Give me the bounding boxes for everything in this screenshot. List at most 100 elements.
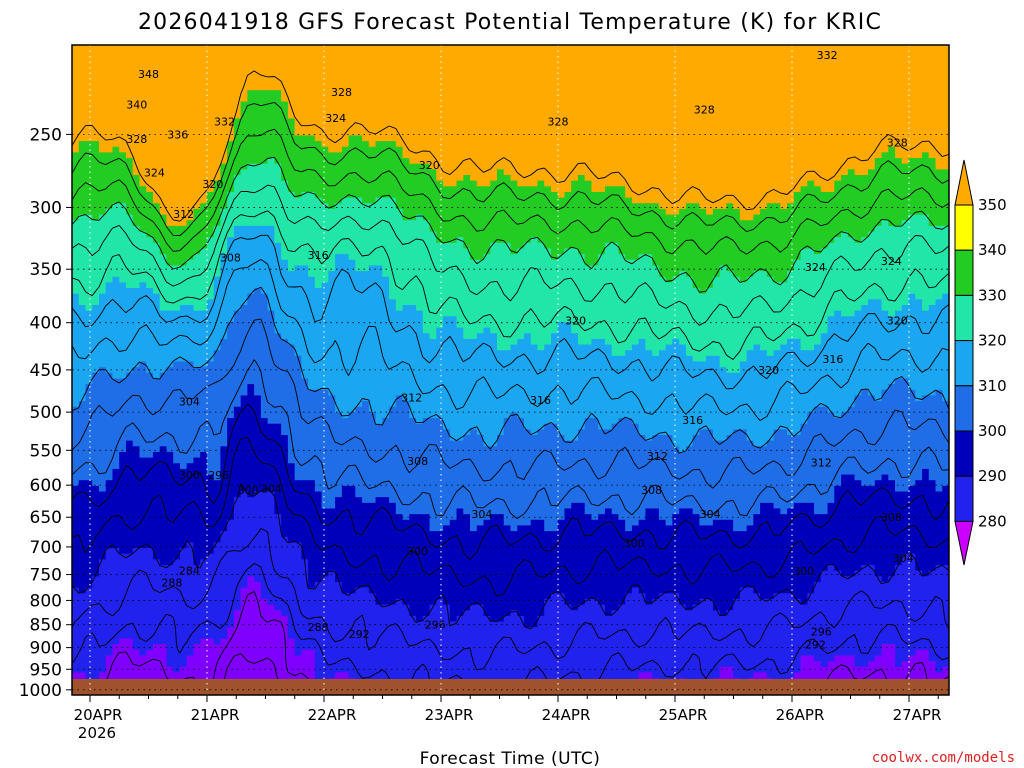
heatmap-cell bbox=[207, 418, 214, 424]
heatmap-cell bbox=[187, 661, 194, 667]
heatmap-cell bbox=[301, 356, 308, 362]
heatmap-cell bbox=[166, 441, 173, 447]
heatmap-cell bbox=[322, 458, 329, 464]
heatmap-cell bbox=[92, 390, 99, 396]
heatmap-cell bbox=[254, 135, 261, 141]
heatmap-cell bbox=[268, 582, 275, 588]
heatmap-cell bbox=[106, 599, 113, 605]
heatmap-cell bbox=[112, 384, 119, 390]
heatmap-cell bbox=[85, 45, 92, 51]
heatmap-cell bbox=[274, 503, 281, 509]
heatmap-cell bbox=[322, 56, 329, 62]
heatmap-cell bbox=[200, 90, 207, 96]
heatmap-cell bbox=[146, 260, 153, 266]
heatmap-cell bbox=[295, 294, 302, 300]
heatmap-cell bbox=[254, 79, 261, 85]
heatmap-cell bbox=[133, 265, 140, 271]
heatmap-cell bbox=[288, 305, 295, 311]
heatmap-cell bbox=[139, 610, 146, 616]
heatmap-cell bbox=[234, 638, 241, 644]
heatmap-cell bbox=[234, 508, 241, 514]
heatmap-cell bbox=[85, 158, 92, 164]
heatmap-cell bbox=[254, 435, 261, 441]
heatmap-cell bbox=[207, 441, 214, 447]
heatmap-cell bbox=[322, 537, 329, 543]
heatmap-cell bbox=[160, 537, 167, 543]
heatmap-cell bbox=[92, 51, 99, 57]
heatmap-cell bbox=[308, 333, 315, 339]
heatmap-cell bbox=[187, 650, 194, 656]
heatmap-cell bbox=[193, 96, 200, 102]
heatmap-cell bbox=[362, 288, 369, 294]
heatmap-cell bbox=[328, 610, 335, 616]
heatmap-cell bbox=[193, 610, 200, 616]
heatmap-cell bbox=[85, 186, 92, 192]
heatmap-cell bbox=[295, 265, 302, 271]
heatmap-cell bbox=[335, 373, 342, 379]
heatmap-cell bbox=[288, 362, 295, 368]
heatmap-cell bbox=[166, 424, 173, 430]
heatmap-cell bbox=[315, 395, 322, 401]
heatmap-cell bbox=[85, 633, 92, 639]
heatmap-cell bbox=[295, 152, 302, 158]
heatmap-cell bbox=[173, 537, 180, 543]
heatmap-cell bbox=[160, 463, 167, 469]
heatmap-cell bbox=[342, 576, 349, 582]
heatmap-cell bbox=[126, 85, 133, 91]
heatmap-cell bbox=[92, 622, 99, 628]
heatmap-cell bbox=[133, 373, 140, 379]
heatmap-cell bbox=[342, 650, 349, 656]
heatmap-cell bbox=[72, 401, 79, 407]
heatmap-cell bbox=[281, 542, 288, 548]
heatmap-cell bbox=[160, 192, 167, 198]
heatmap-cell bbox=[160, 424, 167, 430]
heatmap-cell bbox=[106, 588, 113, 594]
heatmap-cell bbox=[207, 232, 214, 238]
heatmap-cell bbox=[153, 582, 160, 588]
heatmap-cell bbox=[92, 661, 99, 667]
heatmap-cell bbox=[99, 85, 106, 91]
heatmap-cell bbox=[180, 73, 187, 79]
heatmap-cell bbox=[261, 311, 268, 317]
heatmap-cell bbox=[99, 51, 106, 57]
heatmap-cell bbox=[268, 520, 275, 526]
heatmap-cell bbox=[99, 378, 106, 384]
heatmap-cell bbox=[214, 96, 221, 102]
heatmap-cell bbox=[234, 226, 241, 232]
heatmap-cell bbox=[261, 141, 268, 147]
heatmap-cell bbox=[85, 599, 92, 605]
heatmap-cell bbox=[301, 588, 308, 594]
heatmap-cell bbox=[335, 316, 342, 322]
heatmap-cell bbox=[220, 362, 227, 368]
heatmap-cell bbox=[85, 588, 92, 594]
heatmap-cell bbox=[335, 616, 342, 622]
heatmap-cell bbox=[139, 480, 146, 486]
heatmap-cell bbox=[99, 260, 106, 266]
heatmap-cell bbox=[126, 616, 133, 622]
heatmap-cell bbox=[214, 548, 221, 554]
heatmap-cell bbox=[92, 492, 99, 498]
heatmap-cell bbox=[79, 175, 86, 181]
heatmap-cell bbox=[99, 395, 106, 401]
heatmap-cell bbox=[126, 328, 133, 334]
heatmap-cell bbox=[355, 85, 362, 91]
heatmap-cell bbox=[234, 220, 241, 226]
heatmap-cell bbox=[301, 362, 308, 368]
heatmap-cell bbox=[315, 469, 322, 475]
heatmap-cell bbox=[247, 497, 254, 503]
heatmap-cell bbox=[166, 345, 173, 351]
heatmap-cell bbox=[295, 548, 302, 554]
heatmap-cell bbox=[112, 627, 119, 633]
heatmap-cell bbox=[254, 571, 261, 577]
heatmap-cell bbox=[349, 650, 356, 656]
heatmap-cell bbox=[106, 305, 113, 311]
heatmap-cell bbox=[234, 525, 241, 531]
heatmap-cell bbox=[355, 237, 362, 243]
heatmap-cell bbox=[268, 254, 275, 260]
heatmap-cell bbox=[335, 260, 342, 266]
heatmap-cell bbox=[355, 458, 362, 464]
heatmap-cell bbox=[254, 497, 261, 503]
heatmap-cell bbox=[261, 124, 268, 130]
heatmap-cell bbox=[106, 169, 113, 175]
heatmap-cell bbox=[106, 576, 113, 582]
